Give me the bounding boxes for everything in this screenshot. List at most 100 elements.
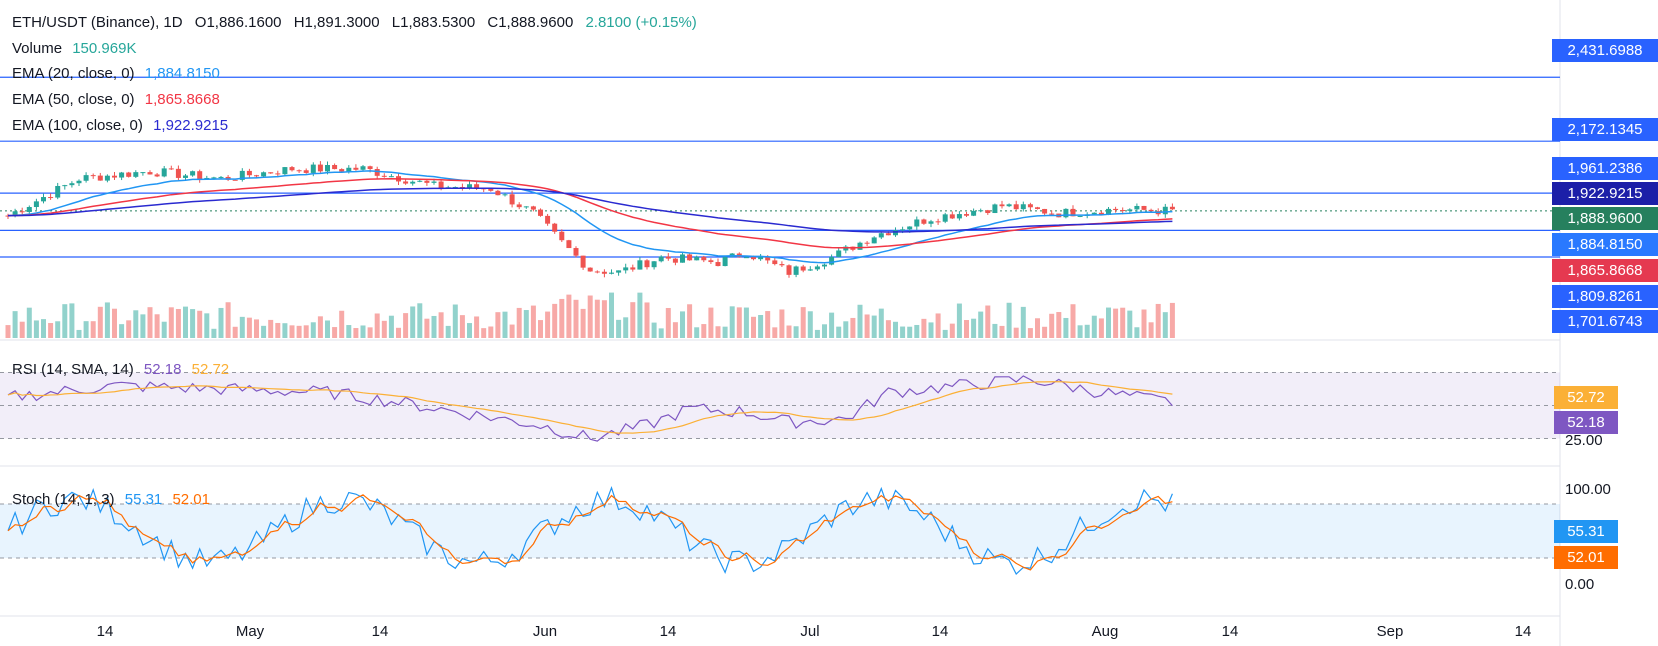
- volume-bar: [871, 315, 877, 338]
- ema20-legend[interactable]: EMA (20, close, 0) 1,884.8150: [12, 65, 220, 82]
- candle-body: [701, 256, 707, 261]
- volume-bar: [1077, 325, 1083, 338]
- candle-body: [126, 172, 132, 177]
- volume-bar: [197, 310, 203, 338]
- volume-bar: [33, 320, 39, 338]
- volume-bar: [360, 325, 366, 338]
- rsi-value: 52.18: [143, 361, 182, 378]
- volume-bar: [325, 320, 330, 338]
- volume-bar: [630, 302, 636, 338]
- volume-bar: [346, 325, 352, 338]
- candle-body: [254, 175, 259, 177]
- close-value: C1,888.9600: [487, 14, 574, 31]
- volume-bar: [594, 299, 600, 338]
- x-axis-label: May: [236, 623, 265, 640]
- volume-bar: [743, 307, 749, 338]
- volume-bar: [1113, 308, 1119, 338]
- candle-body: [1035, 207, 1040, 209]
- volume-bar: [339, 310, 345, 338]
- stoch-d-value: 52.01: [172, 491, 210, 508]
- candle-body: [807, 269, 813, 271]
- candle-body: [438, 181, 444, 189]
- ema100-line: [7, 187, 1173, 233]
- x-axis-label: Sep: [1377, 623, 1404, 640]
- candle-body: [566, 240, 572, 249]
- ema100-label: EMA (100, close, 0): [12, 117, 143, 134]
- volume-bar: [758, 315, 764, 338]
- x-axis-label: 14: [932, 623, 949, 640]
- volume-bar: [403, 313, 409, 338]
- volume-legend[interactable]: Volume 150.969K: [12, 40, 136, 57]
- candle-body: [651, 261, 657, 268]
- volume-bar: [722, 326, 728, 338]
- candle-body: [367, 166, 373, 170]
- candle-body: [1020, 204, 1026, 210]
- volume-bar: [261, 325, 267, 338]
- candle-body: [935, 221, 941, 223]
- candle-body: [672, 258, 678, 263]
- candle-body: [1077, 215, 1083, 217]
- volume-bar: [694, 327, 700, 338]
- candle-body: [594, 271, 600, 273]
- candle-body: [62, 185, 68, 187]
- candle-body: [388, 176, 394, 178]
- candle-body: [1098, 212, 1104, 215]
- candle-body: [360, 166, 366, 170]
- volume-bar: [829, 312, 835, 338]
- stoch-legend[interactable]: Stoch (14, 1, 3) 55.31 52.01: [12, 491, 210, 508]
- price-tag: 1,884.8150: [1552, 233, 1658, 256]
- candle-body: [523, 206, 529, 208]
- rsi-legend[interactable]: RSI (14, SMA, 14) 52.18 52.72: [12, 361, 229, 378]
- ema50-legend[interactable]: EMA (50, close, 0) 1,865.8668: [12, 91, 220, 108]
- volume-bar: [900, 326, 906, 338]
- volume-bar: [1162, 312, 1168, 338]
- volume-bar: [268, 319, 274, 338]
- volume-bar: [431, 315, 437, 338]
- rsi-sma-line: [7, 381, 1173, 434]
- candle-body: [332, 165, 338, 170]
- candle-body: [942, 214, 948, 222]
- volume-bar: [843, 321, 849, 338]
- x-axis-label: 14: [660, 623, 677, 640]
- volume-value: 150.969K: [72, 40, 137, 57]
- candle-body: [1042, 208, 1048, 214]
- price-tag: 1,865.8668: [1552, 259, 1658, 282]
- stoch-band: [0, 504, 1560, 558]
- candle-body: [644, 260, 650, 268]
- candle-body: [140, 172, 146, 174]
- volume-bar: [942, 329, 948, 338]
- volume-bar: [310, 322, 316, 338]
- candle-body: [232, 179, 238, 181]
- candle-body: [296, 170, 302, 172]
- x-axis-label: 14: [1222, 623, 1239, 640]
- candle-body: [928, 221, 934, 224]
- price-tag: 1,922.9215: [1552, 182, 1658, 205]
- candle-body: [793, 266, 799, 275]
- volume-bar: [857, 304, 863, 338]
- price-tag: 2,172.1345: [1552, 118, 1658, 141]
- high-value: H1,891.3000: [293, 14, 380, 31]
- candle-body: [346, 167, 352, 172]
- volume-bar: [204, 313, 210, 338]
- ema100-legend[interactable]: EMA (100, close, 0) 1,922.9215: [12, 117, 228, 134]
- rsi-axis-25: 25.00: [1565, 432, 1603, 449]
- candle-body: [1127, 209, 1133, 211]
- candle-body: [992, 204, 998, 214]
- volume-bar: [999, 325, 1005, 338]
- volume-bar: [254, 319, 259, 338]
- volume-bar: [133, 310, 139, 338]
- candle-body: [133, 172, 139, 177]
- x-axis-label: Jun: [533, 623, 557, 640]
- candle-body: [843, 246, 849, 251]
- price-tag: 1,961.2386: [1552, 157, 1658, 180]
- candle-body: [339, 169, 345, 172]
- change-value: 2.8100 (+0.15%): [585, 14, 697, 31]
- candle-body: [1070, 208, 1076, 217]
- volume-bar: [878, 308, 884, 338]
- candle-body: [900, 229, 906, 231]
- volume-bar: [1020, 306, 1026, 338]
- stoch-axis-100: 100.00: [1565, 481, 1611, 498]
- candle-body: [1063, 208, 1069, 218]
- candle-body: [474, 184, 480, 189]
